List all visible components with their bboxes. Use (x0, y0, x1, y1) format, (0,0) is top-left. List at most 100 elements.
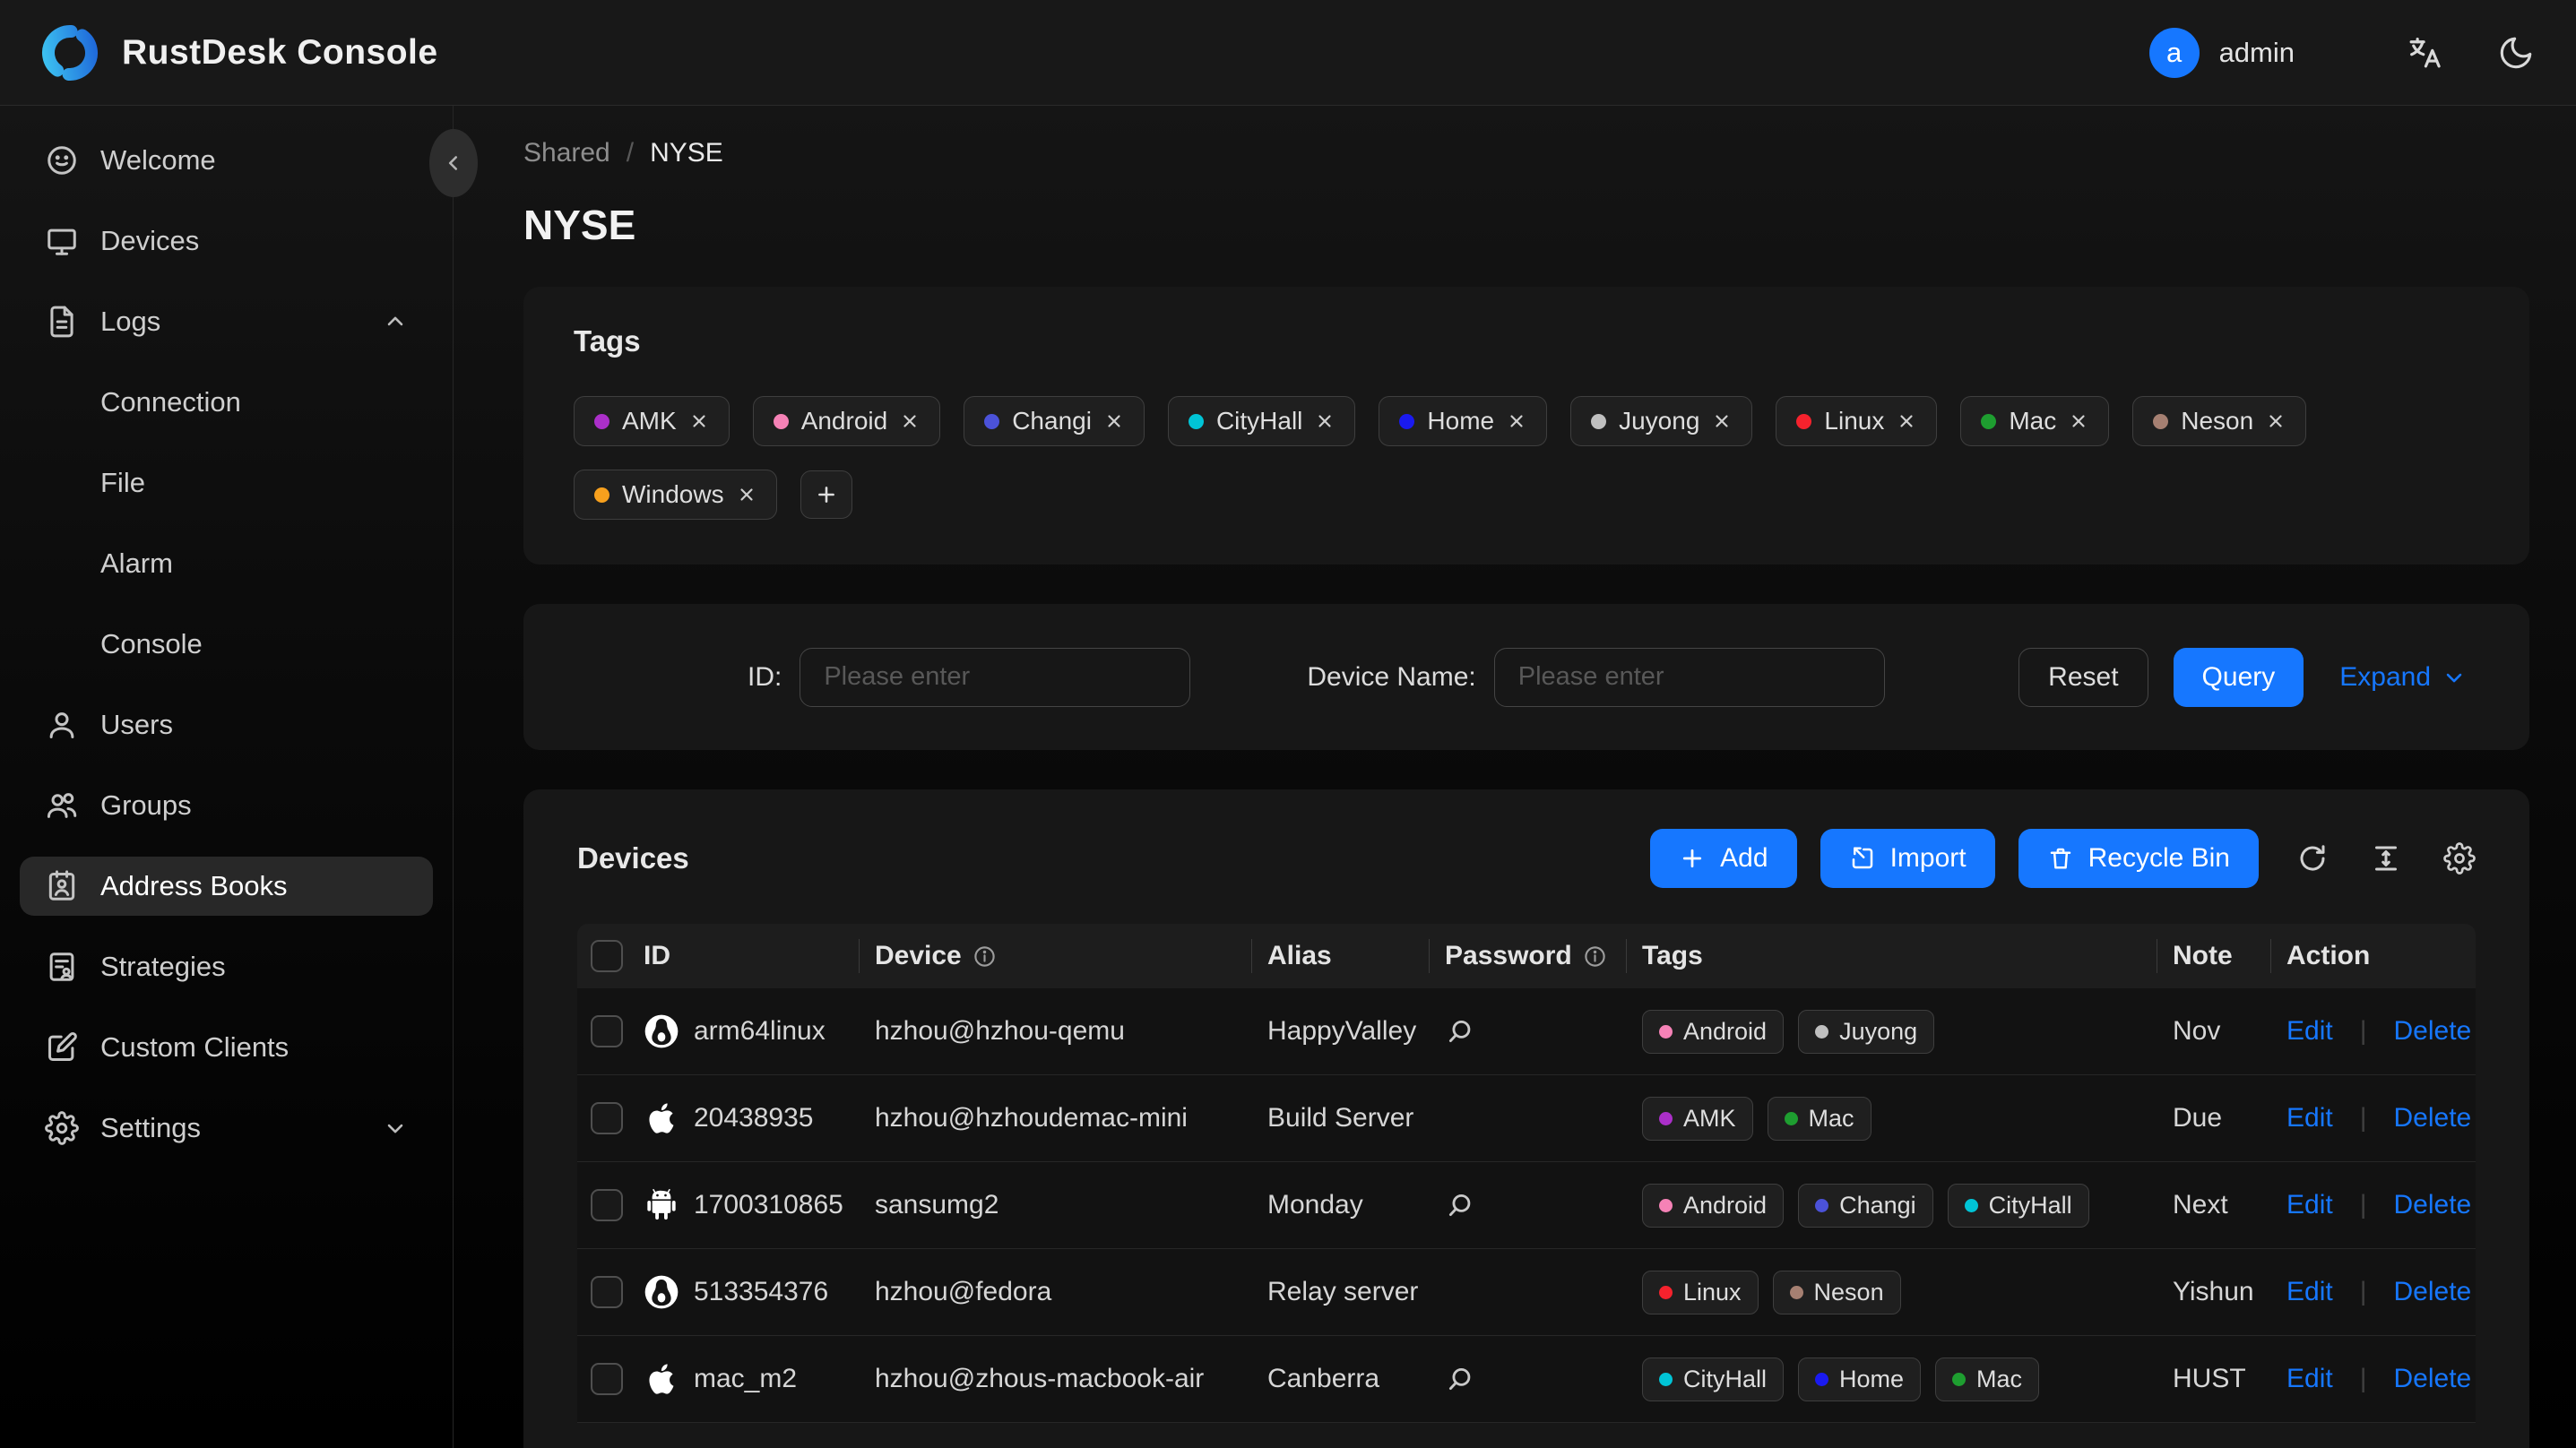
sidebar-item-address-books[interactable]: Address Books (20, 857, 433, 916)
user-name[interactable]: admin (2218, 36, 2295, 68)
expand-link[interactable]: Expand (2339, 662, 2467, 693)
view-password-icon[interactable] (1445, 1016, 1475, 1047)
info-icon[interactable] (972, 944, 997, 969)
alias: Canberra (1267, 1364, 1380, 1393)
tag-color-dot (2153, 413, 2169, 429)
delete-link[interactable]: Delete (2393, 1277, 2472, 1306)
column-header-device: Device (859, 924, 1251, 988)
app-title: RustDesk Console (122, 32, 438, 72)
row-select-cell (577, 1189, 627, 1221)
topbar: RustDesk Console a admin (0, 0, 2576, 106)
info-icon[interactable] (1583, 944, 1607, 969)
tag-chip-windows: Windows (574, 470, 777, 520)
plus-icon (1683, 849, 1702, 868)
sidebar-collapse-button[interactable] (429, 129, 478, 197)
sidebar-item-custom-clients[interactable]: Custom Clients (20, 1018, 433, 1077)
delete-link[interactable]: Delete (2393, 1364, 2472, 1393)
tag-color-dot (1964, 1198, 1978, 1212)
sidebar-item-alarm[interactable]: Alarm (20, 534, 433, 593)
remove-tag-icon[interactable] (1712, 411, 1732, 431)
row-checkbox[interactable] (591, 1102, 623, 1134)
remove-tag-icon[interactable] (1897, 411, 1916, 431)
action-separator: | (2359, 1190, 2367, 1220)
tag-chip-linux: Linux (1642, 1270, 1759, 1314)
page-title: NYSE (523, 202, 636, 248)
tag-color-dot (1789, 1285, 1803, 1299)
view-password-icon[interactable] (1445, 1364, 1475, 1394)
remove-tag-icon[interactable] (900, 411, 920, 431)
tag-color-dot (1659, 1198, 1673, 1212)
remove-tag-icon[interactable] (737, 485, 756, 504)
id-cell: mac_m2 (627, 1361, 859, 1397)
import-icon (1852, 847, 1872, 869)
note: Yishun (2173, 1277, 2254, 1306)
delete-link[interactable]: Delete (2393, 1190, 2472, 1220)
import-button[interactable]: Import (1820, 829, 1995, 888)
refresh-icon[interactable] (2296, 842, 2329, 875)
id-filter-input[interactable] (800, 647, 1191, 707)
sidebar-item-label: Custom Clients (100, 1031, 290, 1063)
device-id: mac_m2 (694, 1364, 798, 1393)
device-id: arm64linux (694, 1016, 826, 1046)
id-cell: 513354376 (627, 1274, 859, 1310)
breadcrumb-parent[interactable]: Shared (523, 138, 610, 168)
sidebar-item-connection[interactable]: Connection (20, 373, 433, 432)
device-name: hzhou@zhous-macbook-air (875, 1364, 1205, 1393)
sidebar-item-users[interactable]: Users (20, 695, 433, 754)
sidebar-item-file[interactable]: File (20, 453, 433, 513)
recycle-bin-button[interactable]: Recycle Bin (2018, 829, 2259, 888)
remove-tag-icon[interactable] (1507, 411, 1526, 431)
column-settings-gear-icon[interactable] (2443, 842, 2476, 875)
sidebar-item-groups[interactable]: Groups (20, 776, 433, 835)
language-icon[interactable] (2406, 34, 2443, 72)
user-avatar[interactable]: a (2148, 27, 2200, 78)
tag-chip-cityhall: CityHall (1947, 1183, 2089, 1228)
remove-tag-icon[interactable] (1104, 411, 1124, 431)
tag-chip-changi: Changi (1798, 1183, 1933, 1228)
edit-link[interactable]: Edit (2286, 1277, 2333, 1306)
row-checkbox[interactable] (591, 1363, 623, 1395)
remove-tag-icon[interactable] (2266, 411, 2286, 431)
action-cell: Edit | Delete (2270, 1364, 2475, 1394)
tag-label: AMK (622, 407, 677, 435)
sidebar-item-strategies[interactable]: Strategies (20, 937, 433, 996)
sidebar-item-settings[interactable]: Settings (20, 1099, 433, 1158)
row-checkbox[interactable] (591, 1276, 623, 1308)
tags-cell: Linux Neson (1626, 1270, 2157, 1314)
sidebar-item-welcome[interactable]: Welcome (20, 131, 433, 190)
tag-color-dot (1659, 1024, 1673, 1039)
trash-icon (2050, 848, 2070, 869)
tag-chip-android: Android (1642, 1183, 1785, 1228)
row-checkbox[interactable] (591, 1189, 623, 1221)
row-checkbox[interactable] (591, 1015, 623, 1047)
sidebar-item-devices[interactable]: Devices (20, 211, 433, 271)
tag-chip-amk: AMK (1642, 1096, 1753, 1141)
select-all-checkbox[interactable] (591, 940, 623, 972)
sidebar-item-console[interactable]: Console (20, 615, 433, 674)
edit-link[interactable]: Edit (2286, 1190, 2333, 1220)
reset-button[interactable]: Reset (2018, 647, 2148, 707)
query-button[interactable]: Query (2173, 647, 2304, 707)
dark-mode-moon-icon[interactable] (2497, 34, 2535, 72)
pagination: 1-5 of 5 items 1 20 / page (577, 1423, 2476, 1448)
edit-link[interactable]: Edit (2286, 1016, 2333, 1046)
view-password-icon[interactable] (1445, 1190, 1475, 1220)
alias-cell: Build Server (1251, 1103, 1429, 1133)
tag-chip-changi: Changi (964, 396, 1145, 446)
users-icon (45, 789, 79, 823)
delete-link[interactable]: Delete (2393, 1103, 2472, 1133)
row-height-icon[interactable] (2370, 842, 2402, 875)
device-name-filter-input[interactable] (1493, 647, 1885, 707)
add-tag-button[interactable] (800, 470, 852, 519)
tag-label: Mac (2009, 407, 2057, 435)
edit-link[interactable]: Edit (2286, 1103, 2333, 1133)
sidebar-item-logs[interactable]: Logs (20, 292, 433, 351)
remove-tag-icon[interactable] (2069, 411, 2088, 431)
alias-cell: Monday (1251, 1190, 1429, 1220)
table-row: 20438935 hzhou@hzhoudemac-mini Build Serve… (577, 1075, 2476, 1162)
remove-tag-icon[interactable] (689, 411, 709, 431)
add-button[interactable]: Add (1650, 829, 1797, 888)
edit-link[interactable]: Edit (2286, 1364, 2333, 1393)
delete-link[interactable]: Delete (2393, 1016, 2472, 1046)
remove-tag-icon[interactable] (1315, 411, 1335, 431)
